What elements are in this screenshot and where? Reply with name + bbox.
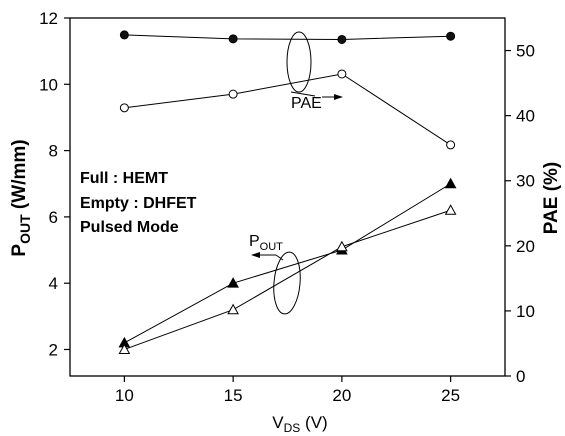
- y-axis-left-label-unit: (W/mm): [9, 139, 30, 214]
- series-3-point: [118, 343, 131, 354]
- pout-annotation-main: P: [249, 233, 260, 250]
- series-3-line: [124, 209, 451, 350]
- y-left-tick-label: 6: [49, 208, 58, 227]
- series-3-point: [336, 240, 348, 252]
- y-right-tick-label: 50: [516, 42, 535, 61]
- pae-connector: [290, 91, 316, 97]
- y-axis-left-label-main: P: [9, 244, 30, 257]
- series-3-point: [227, 303, 239, 315]
- series-1-point: [337, 69, 347, 79]
- x-tick-label: 20: [332, 386, 351, 405]
- x-axis-label-unit: (V): [300, 413, 327, 432]
- series-2-line: [124, 183, 451, 344]
- y-left-tick-label: 12: [39, 9, 58, 28]
- y-left-tick-label: 8: [49, 142, 58, 161]
- pae-arrowhead: [334, 94, 343, 100]
- pae-ellipse: [286, 31, 312, 93]
- y-axis-right-label: PAE (%): [541, 162, 562, 234]
- pout-annotation-label: POUT: [249, 233, 283, 253]
- tick-group: 10 15 20 25 2 4 6 8 10 12 0 10 20 30 40 50: [39, 9, 535, 405]
- x-axis-label: VDS (V): [272, 413, 327, 435]
- y-axis-left-label: POUT (W/mm): [9, 139, 33, 256]
- y-right-tick-label: 10: [516, 302, 535, 321]
- y-left-tick-label: 10: [39, 75, 58, 94]
- y-right-tick-label: 40: [516, 107, 535, 126]
- series-0-line: [124, 34, 451, 40]
- series-0-point: [228, 34, 238, 44]
- y-right-tick-label: 30: [516, 172, 535, 191]
- series-group: [118, 30, 457, 354]
- series-1-point: [228, 89, 238, 99]
- y-right-tick-label: 0: [516, 367, 525, 386]
- legend-line-2: Empty : DHFET: [80, 195, 197, 212]
- pout-annotation-sub: OUT: [260, 241, 284, 253]
- y-right-tick-label: 20: [516, 237, 535, 256]
- series-3-point: [444, 204, 457, 215]
- x-tick-label: 10: [115, 386, 134, 405]
- y-left-tick-label: 2: [49, 340, 58, 359]
- y-left-tick-label: 4: [49, 274, 58, 293]
- pae-annotation-label: PAE: [291, 95, 322, 112]
- pout-ellipse: [273, 251, 301, 315]
- legend-line-3: Pulsed Mode: [80, 219, 179, 236]
- x-axis-label-sub: DS: [284, 421, 301, 435]
- pout-arrowhead: [251, 252, 260, 258]
- series-2-point: [227, 277, 239, 288]
- y-axis-left-label-sub: OUT: [17, 214, 33, 244]
- series-0-point: [337, 34, 347, 44]
- plot-frame: [69, 17, 506, 377]
- series-1-point: [446, 140, 456, 150]
- series-1-point: [119, 103, 129, 113]
- legend-line-1: Full : HEMT: [80, 170, 168, 187]
- series-0-point: [446, 31, 456, 41]
- x-axis-label-main: V: [272, 413, 284, 432]
- series-2-point: [444, 177, 457, 189]
- pout-connector: [275, 254, 284, 261]
- series-0-point: [119, 30, 129, 40]
- x-tick-label: 25: [441, 386, 460, 405]
- series-1-line: [124, 73, 451, 146]
- x-tick-label: 15: [224, 386, 243, 405]
